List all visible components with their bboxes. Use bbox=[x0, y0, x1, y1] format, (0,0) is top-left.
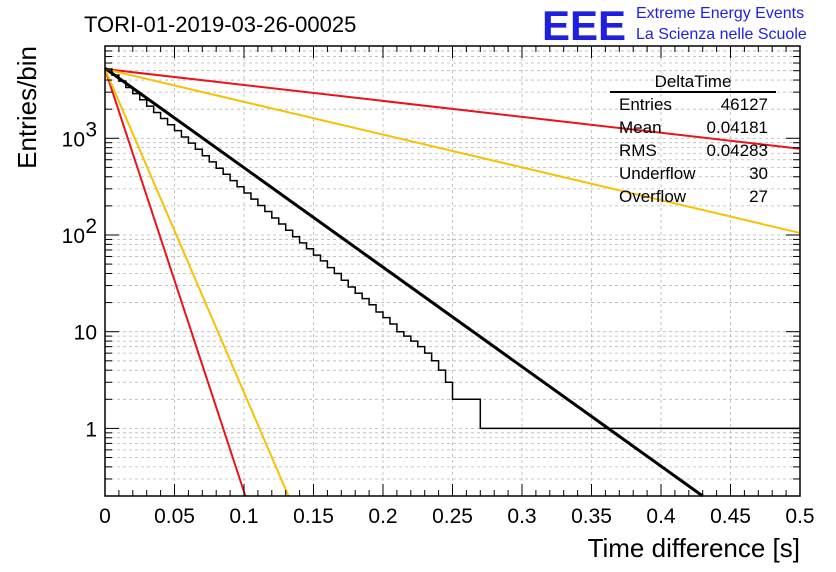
stats-value-overflow: 27 bbox=[749, 187, 768, 206]
histogram-steps bbox=[105, 68, 800, 430]
stats-value-entries: 46127 bbox=[721, 95, 768, 114]
stats-value-mean: 0.04181 bbox=[707, 118, 768, 137]
fit-lines bbox=[104, 67, 801, 498]
x-tick-label: 0.5 bbox=[785, 505, 814, 528]
logo-line-2: La Scienza nelle Scuole bbox=[636, 26, 807, 43]
x-tick-label: 0.05 bbox=[154, 505, 195, 528]
x-tick-label: 0.4 bbox=[646, 505, 676, 528]
y-tick-label: 1 bbox=[85, 418, 97, 441]
fit-line-1 bbox=[104, 68, 801, 150]
x-tick-label: 0.35 bbox=[571, 505, 612, 528]
y-tick-label: 10 bbox=[62, 225, 85, 248]
y-tick-exponent: 3 bbox=[85, 118, 97, 141]
stats-label-mean: Mean bbox=[619, 118, 662, 137]
stats-value-rms: 0.04283 bbox=[707, 141, 768, 160]
x-tick-label: 0.15 bbox=[293, 505, 334, 528]
axis-ticks bbox=[104, 45, 801, 497]
x-tick-label: 0.3 bbox=[507, 505, 536, 528]
fit-line-2 bbox=[104, 68, 247, 497]
y-tick-exponent: 2 bbox=[85, 215, 97, 238]
stats-label-overflow: Overflow bbox=[619, 187, 687, 206]
fit-line-4 bbox=[104, 68, 290, 497]
chart-title: TORI-01-2019-03-26-00025 bbox=[84, 12, 356, 37]
stats-label-entries: Entries bbox=[619, 95, 672, 114]
x-axis-title: Time difference [s] bbox=[588, 533, 800, 563]
x-tick-label: 0.25 bbox=[432, 505, 473, 528]
grid bbox=[105, 45, 800, 497]
y-axis-title: Entries/bin bbox=[12, 46, 42, 169]
x-tick-label: 0.1 bbox=[229, 505, 258, 528]
stats-name: DeltaTime bbox=[655, 72, 732, 91]
x-tick-label: 0.2 bbox=[368, 505, 397, 528]
logo: EEE Extreme Energy Events La Scienza nel… bbox=[542, 2, 807, 49]
logo-mark: EEE bbox=[542, 2, 626, 49]
fit-line-3 bbox=[104, 68, 801, 234]
histogram bbox=[105, 68, 800, 430]
y-tick-label: 10 bbox=[74, 322, 97, 345]
stats-value-underflow: 30 bbox=[749, 164, 768, 183]
stats-label-underflow: Underflow bbox=[619, 164, 696, 183]
fit-line-0 bbox=[104, 67, 704, 498]
y-tick-label: 10 bbox=[62, 128, 85, 151]
x-tick-label: 0 bbox=[99, 505, 111, 528]
logo-line-1: Extreme Energy Events bbox=[636, 5, 804, 22]
stats-label-rms: RMS bbox=[619, 141, 657, 160]
x-tick-label: 0.45 bbox=[710, 505, 751, 528]
stats-box: DeltaTime Entries 46127 Mean 0.04181 RMS… bbox=[610, 72, 776, 206]
x-tick-labels: 0 0.05 0.1 0.15 0.2 0.25 0.3 0.35 0.4 0.45 0.5 bbox=[99, 505, 814, 528]
